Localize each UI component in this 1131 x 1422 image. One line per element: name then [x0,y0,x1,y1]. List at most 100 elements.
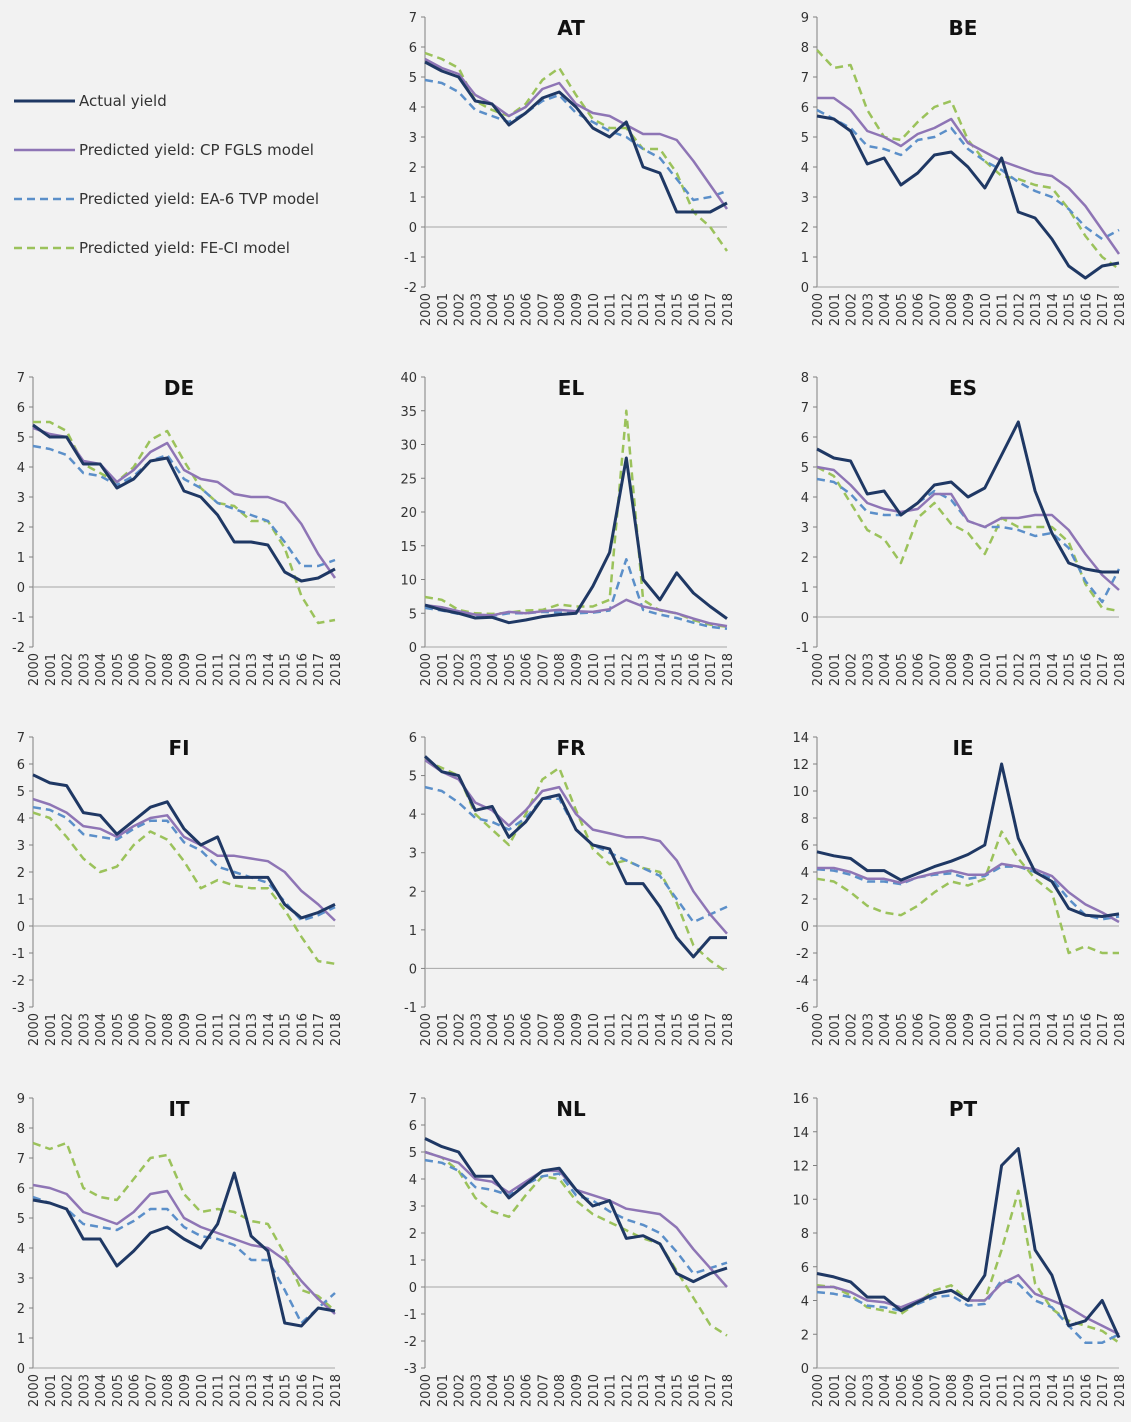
x-tick-label: 2018 [721,1374,736,1407]
y-tick-label: 2 [801,893,809,908]
x-tick-label: 2016 [687,293,702,326]
y-tick-label: 1 [409,1254,417,1269]
y-tick-label: 1 [17,551,25,566]
series-line [424,759,728,935]
x-tick-label: 2005 [895,653,910,686]
y-tick-label: 10 [792,1193,809,1208]
y-tick-label: 6 [17,758,25,773]
x-tick-label: 2013 [245,1013,260,1046]
x-tick-label: 2017 [1096,1374,1111,1407]
x-tick-label: 2000 [419,1374,434,1407]
x-tick-label: 2000 [811,1374,826,1407]
x-tick-label: 2013 [1029,1013,1044,1046]
panel-title: BE [949,16,978,40]
x-tick-label: 2002 [845,1374,860,1407]
x-tick-label: 2018 [1113,1374,1128,1407]
x-tick-label: 2011 [212,1374,227,1407]
series-line [817,862,1120,924]
panel-title: NL [556,1097,586,1121]
series-line [424,409,728,629]
x-tick-label: 2003 [861,653,876,686]
y-tick-label: 8 [801,1227,809,1242]
x-tick-label: 2011 [212,1013,227,1046]
x-tick-label: 2006 [128,1374,143,1407]
x-tick-label: 2006 [520,1013,535,1046]
x-tick-label: 2011 [604,293,619,326]
y-tick-label: 5 [17,431,25,446]
legend-label: Actual yield [79,92,167,110]
x-tick-label: 2006 [520,653,535,686]
x-tick-label: 2005 [503,1374,518,1407]
x-tick-label: 2010 [979,293,994,326]
panel-title: FI [168,736,189,760]
x-tick-label: 2018 [721,653,736,686]
series-line [32,444,336,568]
y-tick-label: 2 [409,161,417,176]
y-tick-label: 12 [792,1160,809,1175]
x-tick-label: 2009 [178,653,193,686]
y-tick-label: 16 [792,1092,809,1107]
panel-title: EL [558,376,585,400]
series-line [424,1158,728,1275]
y-tick-label: 3 [17,1272,25,1287]
x-tick-label: 2000 [27,1013,42,1046]
y-tick-label: 7 [409,1092,417,1107]
x-tick-label: 2006 [912,1013,927,1046]
x-tick-label: 2001 [44,1374,59,1407]
y-tick-label: -2 [404,281,417,296]
series-line [32,797,336,922]
x-tick-label: 2006 [520,1374,535,1407]
x-tick-label: 2017 [312,653,327,686]
y-tick-label: 6 [801,839,809,854]
x-tick-label: 2006 [912,293,927,326]
y-tick-label: 2 [801,221,809,236]
y-tick-label: -1 [12,611,25,626]
x-tick-label: 2004 [486,1013,501,1046]
panel-title: PT [949,1097,978,1121]
x-tick-label: 2008 [945,1374,960,1407]
series-line [32,805,336,922]
y-tick-label: 6 [17,401,25,416]
x-tick-label: 2007 [928,1374,943,1407]
x-tick-label: 2013 [245,653,260,686]
x-tick-label: 2012 [620,1374,635,1407]
x-tick-label: 2003 [469,1013,484,1046]
x-tick-label: 2016 [295,1374,310,1407]
x-tick-label: 2012 [228,653,243,686]
x-tick-label: 2013 [637,1013,652,1046]
y-tick-label: 0 [801,611,809,626]
y-tick-label: 9 [801,11,809,26]
y-tick-label: 3 [409,131,417,146]
x-tick-label: 2018 [329,1374,344,1407]
x-tick-label: 2003 [469,293,484,326]
y-tick-label: 2 [801,1328,809,1343]
y-tick-label: -2 [12,641,25,656]
y-tick-label: -1 [12,947,25,962]
series-line [816,420,1119,574]
y-tick-label: 0 [409,962,417,977]
x-tick-label: 2002 [845,293,860,326]
y-tick-label: 4 [409,1173,417,1188]
x-tick-label: 2013 [637,653,652,686]
y-tick-label: 7 [801,71,809,86]
y-tick-label: 1 [17,893,25,908]
x-tick-label: 2014 [654,1374,669,1407]
x-tick-label: 2018 [721,293,736,326]
y-tick-label: 1 [17,1332,25,1347]
x-tick-label: 2003 [469,653,484,686]
x-tick-label: 2010 [195,1013,210,1046]
y-tick-label: 2 [801,551,809,566]
x-tick-label: 2009 [570,1374,585,1407]
x-tick-label: 2015 [279,1013,294,1046]
x-tick-label: 2003 [861,1013,876,1046]
x-tick-label: 2004 [94,1374,109,1407]
x-tick-label: 2015 [279,653,294,686]
series-line [424,456,728,625]
x-tick-label: 2001 [436,653,451,686]
y-tick-label: -2 [12,974,25,989]
y-tick-label: 8 [17,1122,25,1137]
panel-title: IE [952,736,973,760]
x-tick-label: 2005 [895,293,910,326]
y-tick-label: 4 [17,1242,25,1257]
x-tick-label: 2010 [979,1013,994,1046]
